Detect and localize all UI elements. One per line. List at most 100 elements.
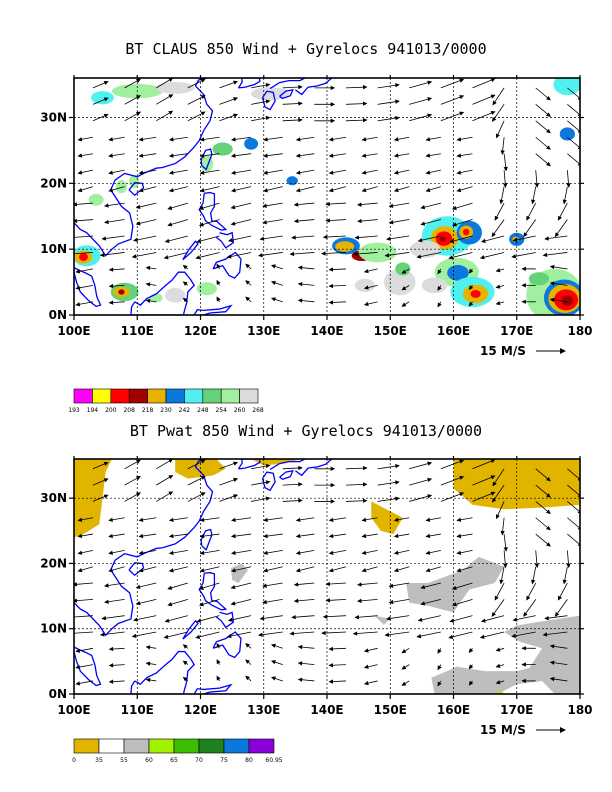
wind-vector-head xyxy=(427,113,433,118)
wind-vector-head xyxy=(546,145,551,150)
wind-vector-head xyxy=(216,279,221,285)
wind-vector-head xyxy=(263,533,268,539)
wind-vector-head xyxy=(245,296,250,302)
wind-vector-head xyxy=(298,101,303,106)
wind-vector-head xyxy=(167,602,173,607)
wind-vector-head xyxy=(362,482,368,487)
wind-vector xyxy=(292,615,315,618)
colorbar-level-label: 80 xyxy=(245,757,253,764)
wind-vector-head xyxy=(549,281,555,286)
wind-vector-head xyxy=(293,218,299,224)
wind-vector-head xyxy=(131,254,137,259)
wind-vector-head xyxy=(199,568,205,573)
wind-vector xyxy=(323,615,346,618)
wind-vector-head xyxy=(108,300,114,305)
wind-vector-head xyxy=(103,478,109,483)
wind-vector-head xyxy=(265,115,271,121)
wind-vector-head xyxy=(490,78,496,83)
wind-vector-head xyxy=(295,170,301,175)
wind-vector-head xyxy=(384,253,390,258)
wind-vector-head xyxy=(401,269,407,274)
coastline xyxy=(279,469,294,480)
wind-vector xyxy=(377,481,399,486)
colorbar-swatch xyxy=(248,738,275,754)
map-field xyxy=(74,78,580,315)
wind-vector-head xyxy=(263,153,268,158)
wind-vector-head xyxy=(265,82,271,88)
wind-vector-head xyxy=(325,581,330,587)
wind-vector-head xyxy=(199,550,205,556)
wind-vector-head xyxy=(200,111,206,116)
x-tick-label: 160E xyxy=(437,703,470,717)
wind-vector xyxy=(292,235,315,239)
wind-vector-head xyxy=(546,112,551,117)
wind-vector-head xyxy=(526,595,531,601)
coastline xyxy=(74,267,102,308)
colorbar-swatch xyxy=(147,388,167,404)
wind-vector-head xyxy=(425,533,431,539)
wind-vector xyxy=(227,631,252,638)
wind-vector-head xyxy=(330,85,336,91)
wind-vector-head xyxy=(490,475,496,480)
wind-vector-head xyxy=(138,188,144,193)
wind-vector-head xyxy=(544,236,549,241)
wind-vector-head xyxy=(549,676,555,682)
wind-vector-head xyxy=(425,187,431,193)
wind-vector-head xyxy=(490,491,496,496)
wind-vector-head xyxy=(265,496,271,501)
wind-vector-head xyxy=(503,547,508,552)
wind-vector xyxy=(355,235,378,239)
wind-vector-head xyxy=(503,166,508,172)
wind-vector-head xyxy=(195,255,201,260)
x-tick-label: 150E xyxy=(374,324,407,338)
wind-vector-head xyxy=(557,595,562,601)
wind-vector xyxy=(472,475,495,486)
wind-vector-head xyxy=(263,517,268,523)
wind-vector-head xyxy=(135,78,141,83)
wind-vector-head xyxy=(451,585,457,590)
wind-vector-head xyxy=(99,632,105,637)
wind-vector xyxy=(472,459,495,470)
wind-vector xyxy=(481,615,505,622)
wind-vector-head xyxy=(295,153,301,158)
wind-vector-head xyxy=(108,137,113,142)
wind-vector-head xyxy=(328,283,334,289)
wind-vector-head xyxy=(448,255,454,260)
wind-vector-head xyxy=(554,612,560,617)
wind-vector-head xyxy=(468,301,474,307)
wind-vector-head xyxy=(534,183,540,188)
wind-vector-head xyxy=(425,137,431,142)
wind-vector-head xyxy=(298,84,303,90)
wind-vector-head xyxy=(233,477,239,482)
wind-vector-head xyxy=(393,137,399,142)
wind-vector xyxy=(449,631,473,639)
shading-region xyxy=(118,289,125,295)
shading-region xyxy=(212,142,233,156)
wind-vector-head xyxy=(437,269,442,275)
colorbar-level-label: 193 xyxy=(68,407,80,414)
wind-vector-head xyxy=(168,137,174,142)
wind-vector-head xyxy=(490,94,496,99)
colorbar-level-label: 194 xyxy=(87,407,99,414)
wind-vector-head xyxy=(328,646,334,652)
wind-vector-head xyxy=(167,585,173,590)
wind-vector-head xyxy=(468,664,474,670)
wind-vector xyxy=(440,111,464,122)
wind-vector-head xyxy=(262,599,267,605)
wind-vector-head xyxy=(138,153,144,158)
x-tick-label: 180 xyxy=(567,324,592,338)
y-tick-label: 10N xyxy=(40,622,67,636)
wind-vector-head xyxy=(437,648,442,654)
wind-vector-head xyxy=(133,617,138,622)
wind-vector-head xyxy=(427,80,433,85)
wind-vector-head xyxy=(330,102,336,107)
coastline xyxy=(269,78,306,90)
shading-region xyxy=(74,459,112,538)
wind-vector xyxy=(377,100,399,105)
wind-vector-head xyxy=(479,634,485,639)
coastline xyxy=(193,683,233,694)
wind-vector-head xyxy=(168,153,174,158)
wind-vector-head xyxy=(135,111,141,116)
wind-vector xyxy=(409,81,432,89)
shading-region xyxy=(354,278,376,292)
